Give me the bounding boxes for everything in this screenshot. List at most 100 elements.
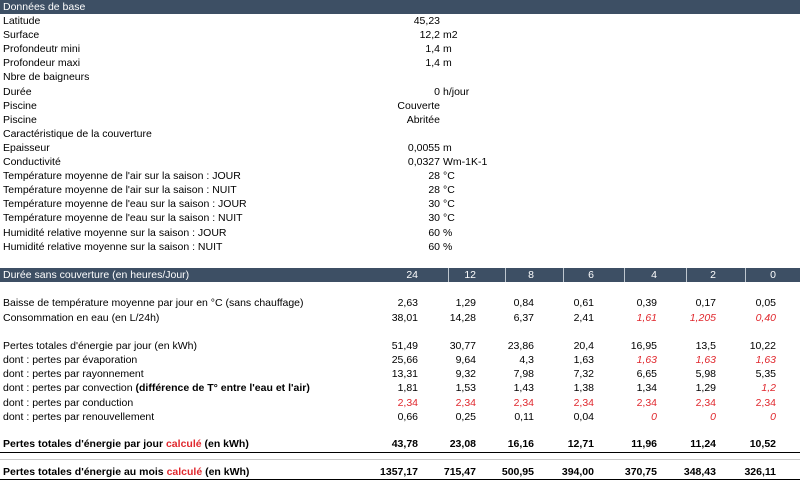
total-value-cell[interactable]: 10,52 [749,438,776,450]
loss-value-cell[interactable]: 2,34 [636,397,657,409]
loss-value-cell[interactable]: 1,205 [689,312,716,324]
base-data-row[interactable]: Profondeur maxi 1,4 m [0,56,800,70]
loss-table-row[interactable]: dont : pertes par évaporation 25,66 9,64 4,… [0,353,800,367]
total-value-cell[interactable]: 11,96 [631,438,657,450]
loss-value-cell[interactable]: 1,29 [455,297,476,309]
loss-value-cell[interactable]: 13,5 [695,340,716,352]
base-data-row[interactable]: Température moyenne de l'air sur la sais… [0,183,800,197]
base-data-row[interactable]: Conductivité 0,0327 Wm-1K-1 [0,155,800,169]
duration-column-header[interactable]: 24 [406,269,418,281]
base-data-row[interactable]: Surface 12,2 m2 [0,28,800,42]
duration-column-header[interactable]: 8 [528,269,534,281]
loss-table-row[interactable]: dont : pertes par rayonnement 13,31 9,32 7,… [0,367,800,381]
total-value-cell[interactable]: 1357,17 [380,466,418,478]
base-data-row[interactable]: Humidité relative moyenne sur la saison … [0,240,800,254]
loss-value-cell[interactable]: 1,43 [513,382,534,394]
duration-column-header[interactable]: 4 [651,269,657,281]
loss-value-cell[interactable]: 2,41 [573,312,594,324]
loss-value-cell[interactable]: 1,2 [761,382,776,394]
base-data-value[interactable]: 28 [428,170,440,183]
total-month-row[interactable]: Pertes totales d'énergie au mois calculé… [0,465,800,479]
loss-value-cell[interactable]: 1,63 [755,354,776,366]
loss-value-cell[interactable]: 1,29 [695,382,716,394]
total-value-cell[interactable]: 715,47 [443,466,476,478]
base-data-value[interactable] [340,127,440,141]
loss-value-cell[interactable]: 2,34 [513,397,534,409]
total-value-cell[interactable]: 11,24 [690,438,716,450]
base-data-row[interactable]: Caractéristique de la couverture [0,127,800,141]
duration-column-header[interactable]: 6 [588,269,594,281]
base-data-row[interactable]: Epaisseur 0,0055 m [0,141,800,155]
base-data-value[interactable] [340,70,440,84]
base-data-value[interactable]: 1,4 [425,43,440,56]
base-data-row[interactable]: Durée 0 h/jour [0,85,800,99]
loss-value-cell[interactable]: 2,63 [397,297,418,309]
loss-table-row[interactable]: Baisse de température moyenne par jour e… [0,296,800,310]
loss-table-row[interactable]: dont : pertes par renouvellement 0,66 0,25… [0,410,800,424]
loss-value-cell[interactable]: 0,05 [755,297,776,309]
loss-value-cell[interactable]: 6,65 [636,368,657,380]
loss-value-cell[interactable]: 1,53 [455,382,476,394]
loss-value-cell[interactable]: 2,34 [755,397,776,409]
loss-table-row[interactable]: dont : pertes par conduction 2,34 2,34 2,34… [0,396,800,410]
loss-value-cell[interactable]: 5,35 [755,368,776,380]
loss-value-cell[interactable]: 0 [710,411,716,423]
loss-value-cell[interactable]: 51,49 [391,340,418,352]
duration-column-header[interactable]: 12 [464,269,476,281]
loss-table-row[interactable]: Pertes totales d'énergie par jour (en kW… [0,339,800,353]
base-data-value[interactable]: 12,2 [419,29,440,42]
base-data-value[interactable]: 28 [428,184,440,197]
loss-table-row[interactable]: dont : pertes par convection (différence… [0,381,800,395]
duration-column-header[interactable]: 2 [710,269,716,281]
section2-header[interactable]: Durée sans couverture (en heures/Jour) 2… [0,268,800,282]
loss-value-cell[interactable]: 25,66 [391,354,418,366]
loss-value-cell[interactable]: 2,34 [397,397,418,409]
loss-value-cell[interactable]: 1,38 [573,382,594,394]
loss-value-cell[interactable]: 0,66 [397,411,418,423]
loss-value-cell[interactable]: 0,61 [573,297,594,309]
loss-value-cell[interactable]: 1,34 [636,382,657,394]
base-data-value[interactable]: 30 [428,212,440,225]
total-value-cell[interactable]: 43,78 [391,438,418,450]
base-data-row[interactable]: Température moyenne de l'eau sur la sais… [0,211,800,225]
loss-value-cell[interactable]: 1,63 [636,354,657,366]
duration-column-header[interactable]: 0 [770,269,776,281]
total-value-cell[interactable]: 16,16 [507,438,534,450]
base-data-row[interactable]: Profondeutr mini 1,4 m [0,42,800,56]
base-data-value[interactable]: 0 [434,85,440,98]
loss-value-cell[interactable]: 10,22 [749,340,776,352]
total-value-cell[interactable]: 370,75 [624,466,657,478]
loss-value-cell[interactable]: 16,95 [630,340,657,352]
base-data-value[interactable]: 60 [428,226,440,239]
loss-value-cell[interactable]: 0,84 [513,297,534,309]
loss-value-cell[interactable]: 14,28 [449,312,476,324]
loss-value-cell[interactable]: 0,25 [455,411,476,423]
loss-value-cell[interactable]: 2,34 [695,397,716,409]
base-data-value[interactable]: 30 [428,198,440,211]
loss-value-cell[interactable]: 2,34 [455,397,476,409]
loss-value-cell[interactable]: 0,39 [636,297,657,309]
loss-value-cell[interactable]: 0,04 [573,411,594,423]
base-data-row[interactable]: Piscine Abritée [0,113,800,127]
loss-value-cell[interactable]: 1,81 [397,382,418,394]
loss-value-cell[interactable]: 1,63 [695,354,716,366]
loss-value-cell[interactable]: 0 [651,411,657,423]
base-data-value[interactable]: 45,23 [413,15,440,27]
loss-value-cell[interactable]: 1,63 [573,354,594,366]
section1-header[interactable]: Données de base [0,0,800,14]
loss-value-cell[interactable]: 38,01 [391,312,418,324]
total-value-cell[interactable]: 12,71 [567,438,594,450]
base-data-value[interactable]: 0,0327 [407,156,440,168]
total-value-cell[interactable]: 394,00 [561,466,594,478]
loss-value-cell[interactable]: 0,11 [514,411,534,423]
total-value-cell[interactable]: 326,11 [744,466,776,478]
loss-value-cell[interactable]: 20,4 [573,340,594,352]
base-data-row[interactable]: Température moyenne de l'eau sur la sais… [0,197,800,211]
base-data-value[interactable]: 0,0055 [407,141,440,154]
total-value-cell[interactable]: 500,95 [501,466,534,478]
loss-value-cell[interactable]: 0,40 [755,312,776,324]
loss-value-cell[interactable]: 0,17 [695,297,716,309]
total-value-cell[interactable]: 23,08 [449,438,476,450]
base-data-row[interactable]: Humidité relative moyenne sur la saison … [0,226,800,240]
loss-value-cell[interactable]: 30,77 [449,340,476,352]
